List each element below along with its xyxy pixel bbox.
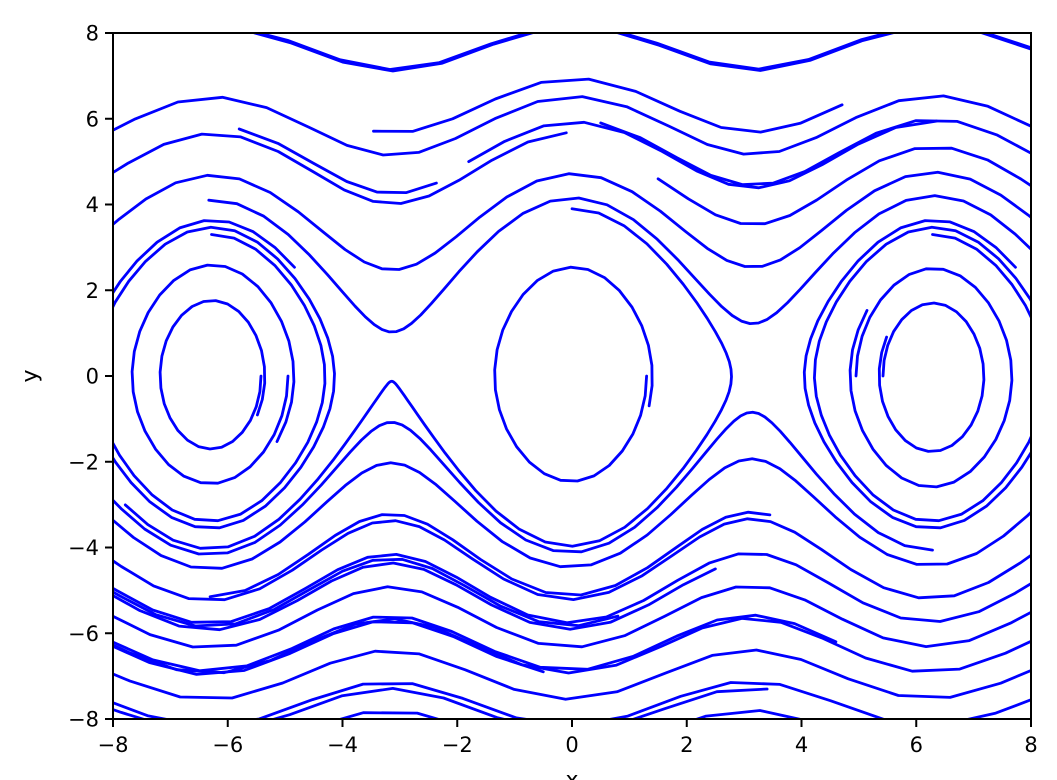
trajectory-line [113,687,769,719]
trajectory-line [113,648,1031,701]
trajectory-line [113,219,336,530]
trajectory-line [336,709,806,719]
x-tick-label: 6 [910,733,923,757]
trajectory-line [113,561,717,632]
trajectory-line [113,131,568,205]
x-tick-label: 0 [565,733,578,757]
trajectory-line [802,219,1031,530]
trajectory-line [130,263,296,485]
y-tick-label: 0 [86,365,99,389]
x-tick-label: −2 [442,733,473,757]
x-axis-ticks: −8 −6 −4 −2 0 2 4 6 8 [98,719,1038,757]
y-tick-label: 2 [86,279,99,303]
trajectory-line [848,267,1014,489]
trajectory-line [372,77,844,134]
y-axis-ticks: −8 −6 −4 −2 0 2 4 6 8 [68,22,113,732]
trajectory-line [656,146,1031,226]
x-axis-label: x [565,768,578,780]
x-tick-label: −4 [327,733,358,757]
trajectory-line [208,510,772,599]
trajectory-line [237,127,438,195]
trajectory-line [113,517,1031,602]
trajectory-line [113,681,1031,719]
trajectory-line [113,557,620,628]
x-tick-label: 8 [1024,733,1037,757]
y-axis-label: y [18,369,43,382]
y-tick-label: −8 [68,708,99,732]
trajectory-line [113,170,1031,271]
x-tick-label: 2 [680,733,693,757]
trajectory-line [467,119,938,190]
y-tick-label: −4 [68,536,99,560]
trajectory-lines [113,33,1031,719]
trajectory-line [113,410,934,556]
trajectory-line [113,457,1031,570]
x-tick-label: −6 [212,733,243,757]
x-tick-label: 4 [795,733,808,757]
trajectory-line [113,585,1031,649]
y-tick-label: 6 [86,107,99,131]
trajectory-line [113,94,1031,157]
y-tick-label: 4 [86,193,99,217]
trajectory-line [113,620,545,676]
trajectory-line [599,119,1031,187]
trajectory-line [113,613,838,673]
trajectory-line [123,207,733,550]
trajectory-line [877,301,986,453]
trajectory-line [493,265,654,483]
trajectory-line [207,194,1031,334]
y-tick-label: −2 [68,450,99,474]
trajectory-line [253,33,1031,71]
trajectory-line [113,552,1031,625]
y-tick-label: 8 [86,22,99,46]
y-tick-label: −6 [68,622,99,646]
trajectory-line [158,299,267,451]
x-tick-label: −8 [98,733,129,757]
